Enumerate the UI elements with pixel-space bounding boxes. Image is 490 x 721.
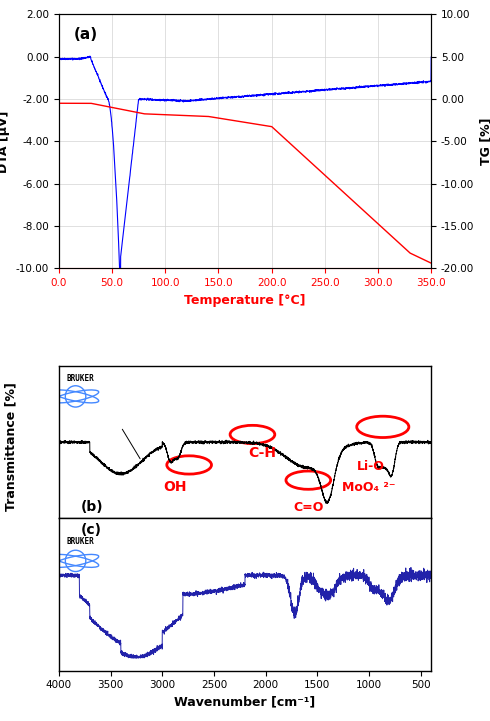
Text: (a): (a) bbox=[74, 27, 98, 42]
Text: (b): (b) bbox=[81, 500, 104, 514]
Text: C=O: C=O bbox=[294, 500, 324, 513]
Y-axis label: TG [%]: TG [%] bbox=[480, 118, 490, 165]
Text: C-H: C-H bbox=[249, 446, 277, 460]
Text: Transmittance [%]: Transmittance [%] bbox=[5, 383, 18, 511]
Text: Li-O: Li-O bbox=[357, 459, 385, 472]
X-axis label: Wavenumber [cm⁻¹]: Wavenumber [cm⁻¹] bbox=[174, 696, 316, 709]
Text: MoO₄ ²⁻: MoO₄ ²⁻ bbox=[342, 481, 395, 494]
Text: OH: OH bbox=[163, 480, 187, 494]
X-axis label: Temperature [°C]: Temperature [°C] bbox=[184, 293, 306, 306]
Text: BRUKER: BRUKER bbox=[66, 373, 94, 383]
Text: (c): (c) bbox=[81, 523, 102, 537]
Y-axis label: DTA [μV]: DTA [μV] bbox=[0, 110, 10, 172]
Text: BRUKER: BRUKER bbox=[66, 536, 94, 546]
